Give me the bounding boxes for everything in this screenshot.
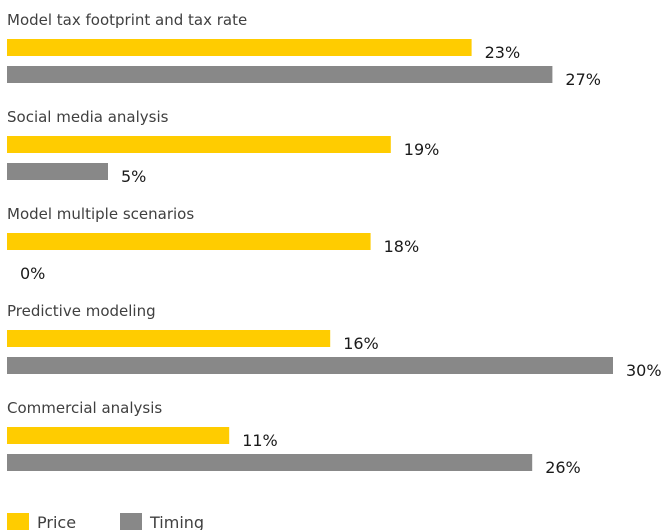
- data-label-price: 11%: [242, 431, 278, 450]
- bar-timing: [7, 357, 613, 374]
- legend-label-timing: Timing: [149, 513, 204, 530]
- data-label-timing: 30%: [626, 361, 662, 380]
- category-label: Model tax footprint and tax rate: [7, 11, 247, 29]
- bar-price: [7, 330, 331, 347]
- bar-timing: [7, 163, 108, 180]
- legend-label-price: Price: [37, 513, 76, 530]
- legend-swatch-price: [7, 513, 29, 530]
- category-label: Model multiple scenarios: [7, 205, 194, 223]
- data-label-timing: 0%: [20, 264, 45, 283]
- legend-swatch-timing: [120, 513, 142, 530]
- bar-price: [7, 233, 371, 250]
- category-label: Social media analysis: [7, 108, 169, 126]
- data-label-timing: 26%: [545, 458, 581, 477]
- category-group: Model multiple scenarios 18% 0%: [7, 205, 419, 283]
- data-label-timing: 27%: [565, 70, 601, 89]
- category-group: Predictive modeling 16% 30%: [7, 302, 662, 380]
- bar-timing: [7, 454, 533, 471]
- data-label-price: 16%: [343, 334, 379, 353]
- bar-timing: [7, 66, 553, 83]
- data-label-timing: 5%: [121, 167, 146, 186]
- data-label-price: 19%: [404, 140, 440, 159]
- data-label-price: 18%: [384, 237, 420, 256]
- bar-price: [7, 136, 391, 153]
- data-label-price: 23%: [485, 43, 521, 62]
- bar-price: [7, 39, 472, 56]
- category-group: Model tax footprint and tax rate 23% 27%: [7, 11, 601, 89]
- legend: Price Timing: [7, 513, 204, 530]
- category-label: Commercial analysis: [7, 399, 162, 417]
- category-label: Predictive modeling: [7, 302, 156, 320]
- category-group: Commercial analysis 11% 26%: [7, 399, 581, 477]
- bar-price: [7, 427, 230, 444]
- category-group: Social media analysis 19% 5%: [7, 108, 439, 186]
